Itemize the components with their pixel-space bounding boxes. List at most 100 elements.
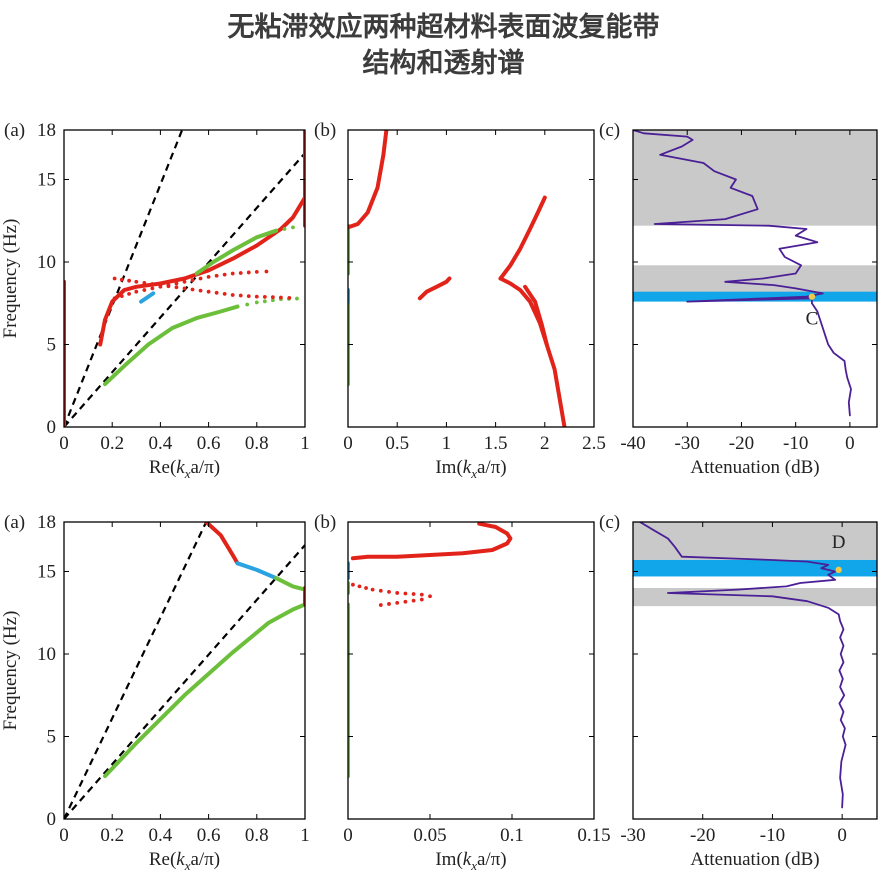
red-dots-decreasing-dot: [230, 293, 235, 297]
y-axis-label: Frequency (Hz): [0, 219, 21, 339]
x-tick-label: -10: [783, 433, 808, 454]
red-dots-decreasing-dot: [119, 277, 124, 282]
x-axis-label-suffix: a/π): [191, 849, 221, 870]
x-tick-label: -10: [760, 825, 785, 846]
x-axis-label-sub: x: [470, 466, 477, 481]
x-tick-label: 0.6: [197, 825, 221, 846]
gray-band: [633, 522, 877, 560]
y-tick-label: 5: [47, 727, 57, 748]
y-tick-label: 18: [37, 120, 56, 141]
green-upper: [274, 576, 305, 592]
red-lower-lobe-dot: [364, 586, 368, 590]
green-lower-band: [103, 602, 305, 779]
x-tick-label: 0.6: [197, 433, 221, 454]
x-axis-label: Re(kxa/π): [149, 457, 220, 481]
x-tick-label: -40: [620, 433, 645, 454]
x-tick-label: -30: [620, 825, 645, 846]
plot-area: [633, 522, 877, 809]
panel-label: (c): [599, 120, 620, 141]
x-tick-label: 2: [540, 433, 550, 454]
green-lower-band-dots-dot: [270, 298, 275, 303]
red-lower-lobe-dot: [395, 600, 400, 605]
marker-label: D: [832, 532, 846, 553]
x-tick-label: 1: [442, 433, 452, 454]
red-upper: [204, 522, 240, 566]
x-tick-label: 0: [59, 433, 69, 454]
x-tick-label: 0.05: [413, 825, 446, 846]
green-lower-band-dots-dot: [254, 300, 259, 305]
x-axis-label-suffix: a/π): [191, 457, 221, 478]
red-dots-decreasing-dot: [112, 276, 117, 281]
x-tick-label: 1: [300, 825, 310, 846]
red-dots-increasing-dot: [166, 283, 171, 287]
blue-upper: [235, 561, 279, 581]
marker-label: C: [806, 309, 819, 330]
axis-frame: [632, 129, 878, 428]
x-tick-label: 2.5: [582, 433, 606, 454]
blue-band: [633, 559, 877, 577]
title-line-1: 无粘滞效应两种超材料表面波复能带: [227, 12, 660, 43]
plot-area: [348, 130, 567, 427]
green-lower-band: [103, 304, 240, 387]
y-tick-label: 0: [47, 417, 57, 438]
red-v: [498, 195, 547, 281]
plot-area: [64, 130, 305, 427]
red-dots-increasing-dot: [134, 289, 139, 294]
green-upper-band: [194, 228, 279, 276]
red-top: [348, 130, 389, 230]
red-dots-decreasing-dot: [246, 294, 251, 298]
panel-label: (b): [314, 120, 336, 141]
red-dots-increasing-dot: [119, 294, 124, 298]
red-dots-increasing-dot: [182, 279, 187, 284]
red-dots-increasing-dot: [246, 270, 251, 275]
plot-area: [348, 522, 513, 779]
attenuation-curve: [639, 522, 847, 809]
x-tick-label: 0.8: [245, 825, 269, 846]
x-tick-label: 0.5: [385, 433, 409, 454]
red-dots-decreasing-dot: [190, 287, 195, 292]
red-dots-decreasing-dot: [182, 286, 187, 291]
x-axis-label-sub: x: [184, 466, 191, 481]
red-dots-increasing-dot: [238, 271, 243, 275]
red-lower-lobe-dot: [378, 588, 383, 593]
chart-bottom-c: D -30 -20 -10 0 (c) Attenuation (dB): [599, 512, 878, 870]
data-marker: [808, 293, 816, 300]
red-dots-decreasing-dot: [254, 294, 259, 299]
x-tick-label: 0: [343, 433, 353, 454]
axis-frame: [347, 521, 595, 820]
x-tick-label: 0.8: [245, 433, 269, 454]
green-lower-band-dots-dot: [245, 302, 250, 307]
x-axis-label: Im(kxa/π): [435, 457, 506, 481]
blue-band: [633, 291, 877, 302]
red-dots-decreasing-dot: [142, 281, 147, 285]
red-lower-lobe-dot: [370, 587, 375, 592]
light-line-2: [64, 544, 305, 819]
gray-band: [633, 130, 877, 226]
x-axis-label-prefix: Re(: [149, 457, 176, 478]
red-small: [417, 276, 452, 301]
red-dots-increasing-dot: [127, 292, 131, 296]
red-lower-lobe-dot: [419, 592, 424, 597]
axis-frame: [347, 129, 595, 428]
red-lower-lobe-dot: [387, 589, 391, 594]
red-dots-decreasing-dot: [214, 290, 219, 295]
red-lower-lobe-dot: [411, 592, 416, 596]
attenuation-curve: [633, 130, 852, 417]
red-lower-lobe-dot: [395, 591, 400, 595]
red-lower-lobe-dot: [419, 597, 424, 602]
x-tick-label: -20: [729, 433, 754, 454]
y-tick-label: 0: [47, 809, 57, 830]
y-tick-label: 10: [37, 644, 56, 665]
y-tick-label: 15: [37, 170, 56, 191]
x-axis-label: Attenuation (dB): [690, 849, 819, 870]
x-axis-label-prefix: Im(: [435, 849, 462, 870]
panel-label: (a): [4, 512, 25, 533]
red-dots-increasing-dot: [174, 281, 179, 286]
x-tick-label: 1: [300, 433, 310, 454]
plot-area: [64, 522, 305, 819]
red-lower-lobe-dot: [387, 602, 391, 606]
plot-area: [633, 130, 877, 417]
red-curve: [98, 195, 305, 347]
x-tick-label: 0: [837, 825, 847, 846]
chart-top-b: 0 0.5 1 1.5 2 2.5 (b) Im(kxa/π): [314, 120, 606, 481]
